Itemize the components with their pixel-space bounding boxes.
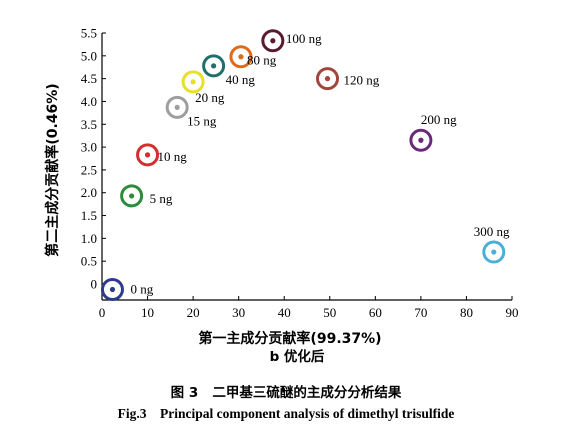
caption-en-title: Principal component analysis of dimethyl… [159,406,455,421]
y-tick-label: 1.5 [81,208,97,223]
chart-subtitle: b 优化后 [270,348,325,365]
x-axis-label: 第一主成分贡献率(99.37%) [198,330,381,347]
y-tick-label: 4.5 [81,71,97,86]
data-point-core [129,193,135,199]
data-point-label: 200 ng [421,112,457,127]
data-point-core [211,63,217,69]
caption-cn-number: 图 3 [170,385,199,401]
y-tick-label: 1.0 [81,231,97,246]
data-point-core [270,38,276,44]
data-point-core [190,79,196,85]
data-point-core [174,104,180,110]
data-point-core [144,152,151,158]
data-point-label: 10 ng [158,149,188,164]
data-point-core [238,54,244,60]
axes: 0 10 20 30 40 50 60 70 80 90 0 0.5 1.0 1.5 2.0 2.5 3.0 3.… [81,26,519,321]
x-tick-label: 60 [369,305,382,320]
y-tick-label: 0.5 [81,254,97,269]
y-axis-label: 第二主成分贡献率(0.46%) [44,83,61,256]
data-point: 40 ng [202,54,256,87]
x-tick-label: 20 [187,305,200,320]
data-point-label: 300 ng [474,224,510,239]
x-tick-label: 80 [460,305,473,320]
y-tick-label: 5.0 [81,48,97,63]
data-point-label: 20 ng [195,90,225,105]
data-point: 100 ng [261,29,322,53]
data-point-label: 120 ng [344,73,380,88]
data-point: 20 ng [181,70,225,105]
x-tick-label: 0 [99,305,106,320]
data-point-core [109,286,116,293]
data-point-label: 0 ng [130,281,153,296]
data-point: 300 ng [474,224,510,264]
y-tick-label: 2.0 [81,185,97,200]
y-tick-label: 5.5 [81,26,97,41]
y-tick-label: 4.0 [81,94,97,109]
data-point: 120 ng [316,67,380,91]
y-tick-label: 2.5 [81,162,97,177]
data-point-label: 40 ng [226,72,256,87]
y-tick-label: 3.0 [81,140,97,155]
figure-caption-chinese: 图 3 二甲基三硫醚的主成分分析结果 [0,381,572,401]
data-point: 200 ng [409,112,457,152]
figure-caption-english: Fig.3 Principal component analysis of di… [0,406,572,422]
x-tick-label: 40 [278,305,291,320]
y-tick-label: 3.5 [81,117,97,132]
data-point-core [418,137,424,143]
data-point: 10 ng [136,143,188,167]
x-tick-label: 10 [141,305,154,320]
data-point-label: 80 ng [247,53,277,68]
data-point-core [491,249,497,255]
y-tick-label: 0 [91,277,98,292]
data-point: 5 ng [120,184,173,208]
x-tick-label: 90 [506,305,519,320]
data-point: 15 ng [165,95,217,128]
data-point-core [324,76,331,82]
x-tick-label: 70 [414,305,427,320]
data-point-label: 15 ng [187,113,217,128]
data-point-label: 5 ng [150,191,173,206]
caption-en-number: Fig.3 [117,406,147,421]
data-point: 80 ng [229,45,277,69]
data-point-label: 100 ng [286,31,322,46]
data-point: 0 ng [100,277,154,301]
caption-cn-title: 二甲基三硫醚的主成分分析结果 [212,385,402,401]
x-tick-label: 30 [232,305,245,320]
x-tick-label: 50 [323,305,336,320]
